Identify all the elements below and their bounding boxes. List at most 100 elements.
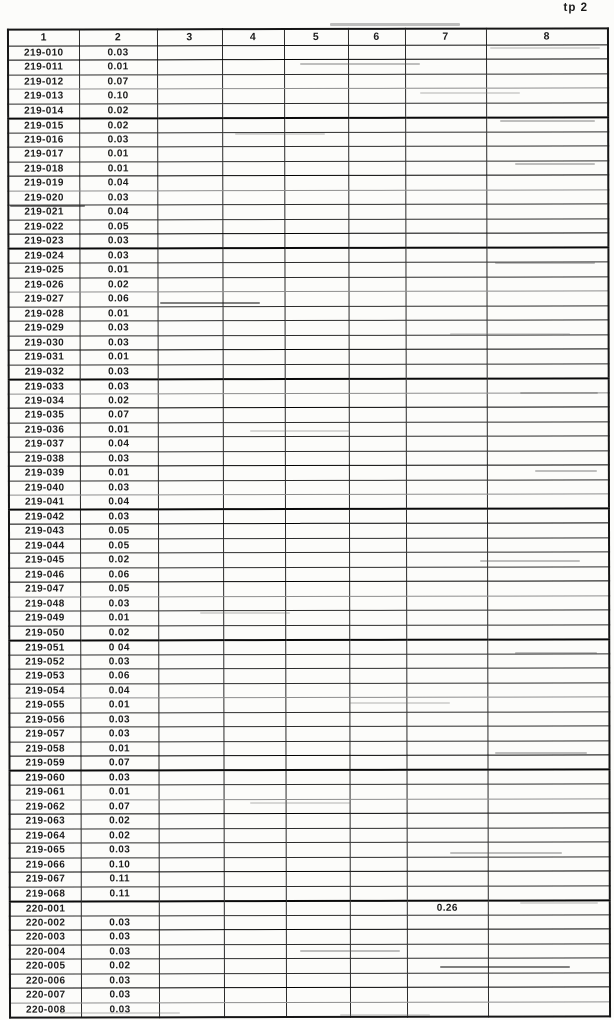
value-cell <box>157 233 223 249</box>
value-cell <box>222 393 285 408</box>
table-row: 219-048 0.03 <box>9 595 610 612</box>
row-id-cell: 219-021 <box>8 204 80 220</box>
table-row: 219-045 0.02 <box>9 551 610 568</box>
value-cell <box>347 44 406 60</box>
value-cell <box>487 638 610 654</box>
value-cell <box>157 175 223 191</box>
value-cell <box>348 247 406 263</box>
value-cell <box>486 131 609 147</box>
column-header: 6 <box>347 28 405 45</box>
value-cell <box>349 682 407 698</box>
value-cell <box>284 204 349 220</box>
value-cell <box>485 44 609 60</box>
value-cell <box>284 175 349 191</box>
value-cell <box>406 668 488 683</box>
value-cell: 0.02 <box>79 117 158 133</box>
value-cell <box>405 349 487 364</box>
value-cell <box>284 233 349 249</box>
value-cell <box>222 74 285 89</box>
table-row: 219-010 0.03 <box>8 44 609 61</box>
value-cell: 0.01 <box>79 59 158 75</box>
value-cell <box>222 494 285 510</box>
value-cell <box>157 349 223 365</box>
value-cell <box>348 262 406 277</box>
value-cell <box>487 783 610 799</box>
value-cell <box>348 218 406 234</box>
value-cell <box>223 770 286 785</box>
value-cell <box>486 160 609 176</box>
row-id-cell: 219-014 <box>8 103 80 119</box>
value-cell <box>487 870 610 886</box>
value-cell <box>487 667 610 683</box>
value-cell: 0.01 <box>80 784 159 800</box>
row-id-cell: 220-002 <box>9 915 81 931</box>
value-cell <box>349 755 407 770</box>
value-cell <box>284 146 349 162</box>
value-cell <box>158 755 224 771</box>
row-id-cell: 219-032 <box>8 364 80 380</box>
table-row: 219-068 0.11 <box>9 885 610 902</box>
value-cell: 0.03 <box>80 770 159 785</box>
value-cell <box>349 856 407 872</box>
value-cell <box>222 161 285 176</box>
value-cell: 0.03 <box>79 132 158 147</box>
row-id-cell: 219-051 <box>9 639 81 655</box>
value-cell <box>284 305 349 321</box>
value-cell <box>405 320 487 335</box>
value-cell <box>349 595 407 611</box>
value-cell <box>284 160 349 176</box>
row-id-cell: 219-058 <box>9 741 81 757</box>
value-cell: 0.06 <box>80 668 159 684</box>
value-cell <box>223 654 286 669</box>
value-cell <box>285 769 350 785</box>
value-cell <box>222 277 285 292</box>
value-cell: 0.03 <box>80 712 159 727</box>
value-cell: 0.04 <box>79 494 158 510</box>
value-cell <box>406 885 488 901</box>
table-row: 220-007 0.03 <box>9 986 611 1003</box>
value-cell <box>158 944 224 959</box>
column-header: 7 <box>404 28 486 45</box>
row-id-cell: 220-001 <box>9 900 81 916</box>
value-cell <box>487 725 610 741</box>
row-id-cell: 219-019 <box>8 175 80 191</box>
value-cell <box>222 364 285 379</box>
value-cell: 0.07 <box>80 799 159 814</box>
value-cell <box>406 566 488 582</box>
value-cell <box>406 827 488 843</box>
value-cell <box>285 827 350 843</box>
value-cell <box>486 58 609 74</box>
value-cell <box>159 1002 225 1017</box>
value-cell <box>486 232 609 248</box>
value-cell <box>349 987 408 1002</box>
value-cell <box>222 175 285 191</box>
value-cell <box>487 827 610 843</box>
table-row: 219-018 0.01 <box>8 160 609 177</box>
row-id-cell: 219-050 <box>9 625 81 641</box>
value-cell: 0.01 <box>80 697 159 713</box>
value-cell <box>284 73 349 89</box>
value-cell <box>486 479 609 495</box>
value-cell <box>405 88 487 103</box>
value-cell <box>405 305 487 321</box>
row-id-cell: 219-064 <box>9 828 81 844</box>
value-cell <box>222 422 285 437</box>
value-cell <box>349 813 407 828</box>
row-id-cell: 219-066 <box>9 857 81 873</box>
value-cell <box>158 523 224 539</box>
value-cell <box>349 740 407 756</box>
value-cell: 0.04 <box>79 175 158 191</box>
value-cell <box>157 132 223 147</box>
value-cell <box>157 509 224 524</box>
value-cell <box>348 131 406 147</box>
row-id-cell: 219-017 <box>8 146 80 162</box>
value-cell <box>406 726 488 741</box>
table-row: 219-019 0.04 <box>8 174 609 191</box>
value-cell <box>405 508 488 524</box>
value-cell <box>222 103 285 118</box>
value-cell <box>486 406 609 422</box>
table-row: 219-064 0.02 <box>9 827 610 844</box>
value-cell <box>158 842 224 858</box>
value-cell <box>486 435 609 451</box>
value-cell: 0.02 <box>79 277 158 292</box>
